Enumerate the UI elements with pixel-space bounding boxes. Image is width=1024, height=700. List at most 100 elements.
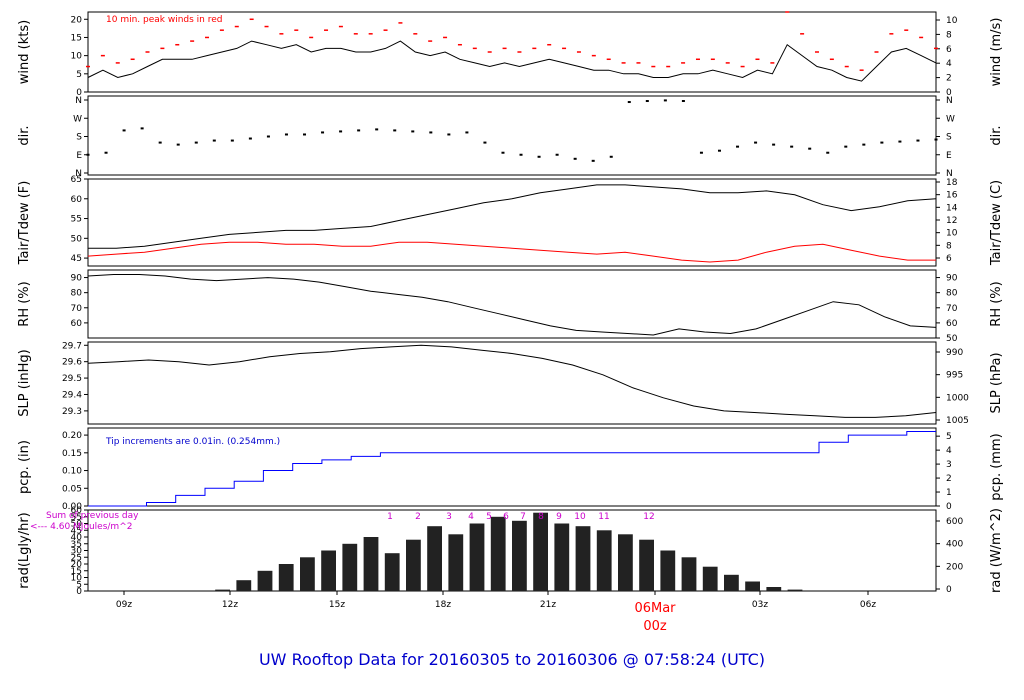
dir-point — [573, 157, 577, 160]
temp-tick-label-left: 65 — [71, 175, 82, 185]
dir-tick-label-right: S — [946, 133, 952, 143]
rad-tick-label-left: 50 — [71, 520, 83, 530]
temp-tick-label-right: 6 — [946, 254, 952, 264]
rad-bar — [321, 550, 336, 591]
dir-point — [447, 133, 451, 136]
dir-point — [519, 153, 523, 156]
x-axis-label: 21z — [540, 600, 556, 610]
rad-tick-label-left: 0 — [76, 587, 82, 597]
dir-point — [862, 143, 866, 146]
rh-tick-label-right: 70 — [946, 304, 958, 314]
slp-line — [87, 344, 937, 418]
dir-point — [86, 153, 90, 156]
wind-tick-label-left: 5 — [76, 70, 82, 80]
rad-ylabel-left: rad(Lgly/hr) — [17, 512, 32, 588]
rh-tick-label-left: 60 — [71, 319, 83, 329]
rad-tick-label-left: 40 — [71, 533, 83, 543]
dir-tick-label-left: S — [76, 133, 82, 143]
slp-panel-frame — [87, 341, 937, 425]
dir-point — [826, 151, 830, 154]
slp-ylabel-right: SLP (hPa) — [989, 352, 1004, 413]
dir-panel-frame — [87, 95, 937, 176]
rad-bar — [639, 539, 654, 591]
rad-bar — [724, 574, 739, 591]
rad-tick-label-left: 20 — [71, 560, 83, 570]
dir-ylabel-left: dir. — [17, 125, 32, 145]
rad-hour-label: 3 — [446, 512, 452, 522]
dir-point — [375, 128, 379, 131]
dir-tick-label-right: N — [946, 96, 953, 106]
rad-hour-label: 1 — [387, 512, 393, 522]
dir-point — [736, 145, 740, 148]
temp-tick-label-left: 50 — [71, 234, 83, 244]
rad-bar — [427, 526, 442, 591]
dir-point — [627, 101, 631, 104]
rad-bar — [575, 526, 591, 591]
rad-tick-label-left: 55 — [71, 513, 82, 523]
x-axis-label: 06z — [860, 600, 876, 610]
rh-tick-label-left: 70 — [71, 304, 83, 314]
dir-point — [357, 129, 361, 132]
rad-bar — [681, 557, 697, 592]
slp-tick-label-left: 29.4 — [62, 390, 82, 400]
rad-tick-label-left: 30 — [71, 547, 83, 557]
dir-point — [537, 155, 541, 158]
rad-sum-value-annotation: <--- 4.60 MJoules/m^2 — [30, 522, 132, 532]
rad-bar — [406, 539, 421, 591]
rad-tick-label-right: 0 — [946, 585, 952, 595]
temp-tick-label-right: 10 — [946, 229, 958, 239]
temp-tick-label-right: 12 — [946, 216, 957, 226]
rad-bar — [257, 570, 273, 592]
rad-bar — [596, 530, 612, 592]
dir-point — [772, 143, 776, 146]
dir-point — [465, 131, 469, 134]
rad-bar — [300, 557, 315, 592]
rad-hour-label: 7 — [520, 512, 526, 522]
dir-point — [808, 147, 812, 150]
dir-point — [916, 139, 920, 142]
temp-panel-frame — [87, 178, 937, 267]
rh-tick-label-right: 60 — [946, 319, 958, 329]
temp-tick-label-left: 45 — [71, 254, 82, 264]
rad-tick-label-right: 600 — [946, 517, 963, 527]
rad-tick-label-left: 5 — [76, 580, 82, 590]
rad-bar — [618, 534, 633, 591]
slp-ylabel-left: SLP (inHg) — [17, 349, 32, 417]
dir-point — [104, 151, 108, 154]
pcp-tick-label-right: 1 — [946, 488, 952, 498]
wind-peak-annotation: 10 min. peak winds in red — [106, 15, 223, 25]
wind-panel-frame — [87, 11, 937, 93]
rad-bar — [554, 523, 570, 591]
dir-tick-label-right: E — [946, 151, 952, 161]
rad-tick-label-right: 400 — [946, 540, 963, 550]
pcp-tick-label-left: 0.10 — [62, 467, 82, 477]
dir-point — [158, 141, 162, 144]
x-axis-label: 03z — [752, 600, 768, 610]
wind-ylabel-left: wind (kts) — [17, 20, 32, 84]
temp-tick-label-right: 16 — [946, 191, 958, 201]
rad-hour-label: 11 — [598, 512, 609, 522]
pcp-tick-label-left: 0.05 — [62, 484, 82, 494]
dir-point — [266, 135, 270, 138]
wind-tick-label-left: 20 — [71, 15, 83, 25]
pcp-ylabel-right: pcp. (mm) — [989, 433, 1004, 500]
x-axis-label: 18z — [435, 600, 451, 610]
rh-panel-frame — [87, 269, 937, 339]
rad-tick-label-left: 15 — [71, 567, 82, 577]
rad-hour-label: 10 — [574, 512, 586, 522]
temp-tick-label-right: 18 — [946, 178, 958, 188]
dir-point — [284, 133, 288, 136]
wind-tick-label-right: 8 — [946, 30, 952, 40]
wind-tick-label-right: 6 — [946, 45, 952, 55]
dir-tick-label-left: N — [75, 169, 82, 179]
dir-point — [663, 99, 667, 102]
slp-tick-label-right: 1005 — [946, 416, 969, 426]
rad-bar — [278, 564, 294, 591]
rad-tick-label-left: 10 — [71, 574, 83, 584]
pcp-tick-label-left: 0.15 — [62, 449, 82, 459]
pcp-tick-label-right: 3 — [946, 460, 952, 470]
dir-point — [321, 131, 325, 134]
page-title: UW Rooftop Data for 20160305 to 20160306… — [258, 650, 766, 669]
dir-point — [790, 145, 794, 148]
